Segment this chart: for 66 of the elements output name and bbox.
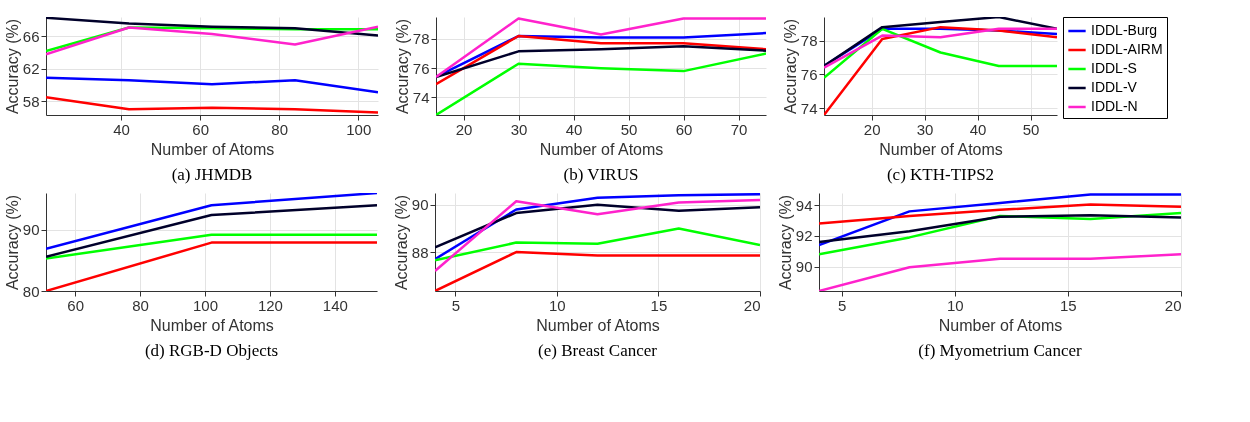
x-tick-label: 60 — [67, 296, 85, 314]
y-tick-label: 80 — [22, 282, 40, 300]
x-axis-title: Number of Atoms — [938, 316, 1063, 334]
y-tick-label: 90 — [795, 258, 813, 275]
text: (e) Breast Cancer — [538, 341, 658, 360]
x-tick-label: 30 — [916, 120, 934, 138]
y-tick-label: 88 — [411, 243, 429, 261]
x-tick-label: 120 — [257, 296, 283, 314]
text: (f) Myometrium Cancer — [918, 341, 1082, 360]
x-tick-label: 20 — [455, 120, 473, 138]
x-tick-label: 80 — [132, 296, 149, 314]
y-tick-label: 90 — [22, 221, 40, 239]
x-tick-label: 10 — [549, 296, 566, 314]
y-axis-title: Accuracy (%) — [776, 194, 794, 291]
x-tick-label: 5 — [451, 296, 460, 314]
y-tick-label: 62 — [22, 60, 40, 78]
y-tick-label: 92 — [795, 227, 813, 245]
y-axis-title: Accuracy (%) — [392, 194, 410, 291]
y-tick-label: 66 — [22, 27, 40, 45]
x-axis-title: Number of Atoms — [536, 316, 660, 334]
x-tick-label: 40 — [969, 120, 987, 138]
y-tick-label: 74 — [800, 99, 818, 117]
y-tick-label: 76 — [412, 59, 430, 77]
x-tick-label: 20 — [1164, 296, 1182, 314]
x-tick-label: 5 — [837, 296, 847, 314]
legend-label: IDDL-Burg — [1091, 22, 1158, 38]
x-tick-label: 15 — [1060, 296, 1077, 314]
y-axis-title: Accuracy (%) — [393, 18, 411, 115]
text: (b) VIRUS — [563, 165, 639, 184]
y-tick-label: 78 — [800, 32, 818, 50]
x-tick-label: 15 — [650, 296, 668, 314]
x-tick-label: 100 — [346, 120, 372, 138]
x-tick-label: 70 — [730, 120, 748, 138]
y-tick-label: 78 — [412, 30, 430, 48]
text: (c) KTH-TIPS2 — [886, 165, 995, 184]
text: (a) JHMDB — [171, 165, 253, 184]
x-axis-title: Number of Atoms — [879, 140, 1003, 158]
y-tick-label: 94 — [795, 196, 813, 214]
y-tick-label: 74 — [412, 88, 430, 106]
legend-label: IDDL-N — [1091, 98, 1138, 114]
x-tick-label: 60 — [192, 120, 209, 138]
x-tick-label: 50 — [1022, 120, 1040, 138]
y-axis-title: Accuracy (%) — [3, 18, 21, 115]
x-axis-title: Number of Atoms — [150, 316, 274, 334]
x-axis-title: Number of Atoms — [150, 140, 275, 158]
x-axis-title: Number of Atoms — [539, 140, 664, 158]
x-tick-label: 20 — [863, 120, 881, 138]
y-tick-label: 76 — [800, 65, 818, 83]
y-axis-title: Accuracy (%) — [781, 18, 799, 115]
y-axis-title: Accuracy (%) — [3, 194, 21, 291]
x-tick-label: 40 — [565, 120, 583, 138]
legend-label: IDDL-S — [1091, 60, 1137, 76]
x-tick-label: 100 — [192, 296, 219, 314]
y-tick-label: 58 — [22, 92, 40, 110]
y-tick-label: 90 — [411, 196, 429, 214]
x-tick-label: 50 — [620, 120, 638, 138]
x-tick-label: 140 — [322, 296, 348, 314]
x-tick-label: 40 — [113, 120, 130, 138]
legend-label: IDDL-V — [1091, 79, 1138, 95]
x-tick-label: 10 — [946, 296, 964, 314]
text: (d) RGB-D Objects — [144, 341, 279, 360]
legend-label: IDDL-AIRM — [1091, 41, 1163, 57]
x-tick-label: 30 — [510, 120, 528, 138]
x-tick-label: 80 — [271, 120, 289, 138]
x-tick-label: 20 — [743, 296, 761, 314]
x-tick-label: 60 — [675, 120, 693, 138]
